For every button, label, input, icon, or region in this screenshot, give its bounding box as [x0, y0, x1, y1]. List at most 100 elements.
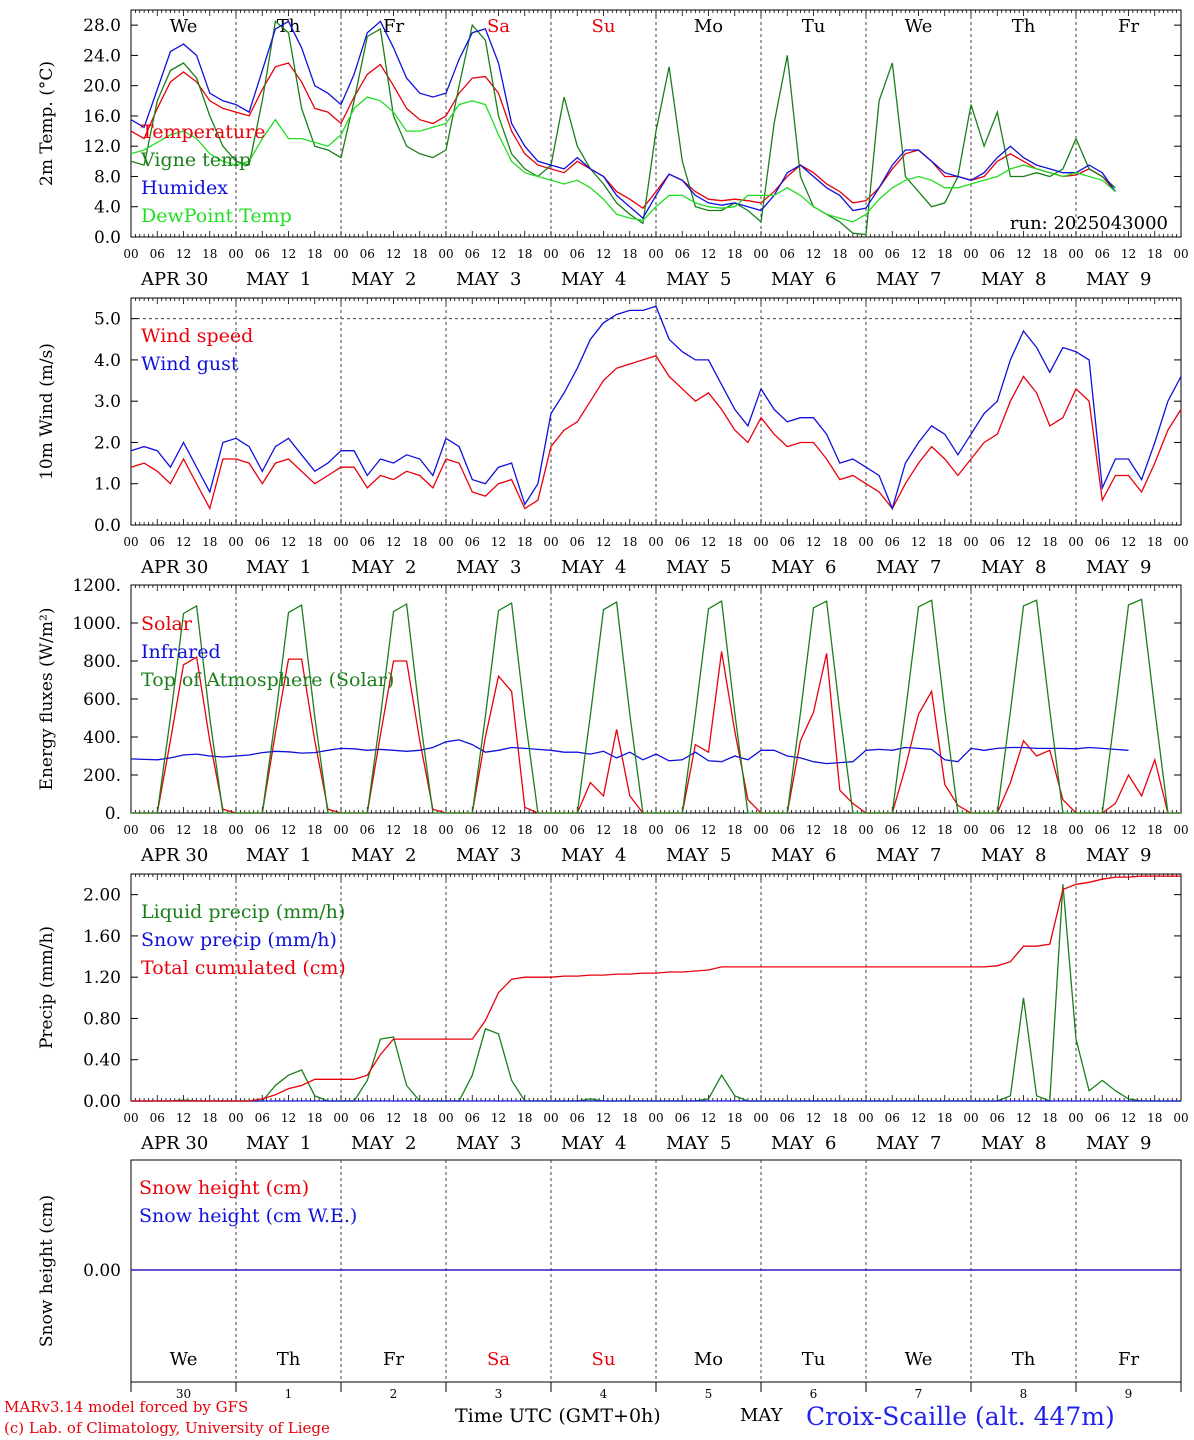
- weekday-label: Mo: [694, 16, 723, 37]
- hour-tick-label: 06: [675, 1111, 690, 1125]
- hour-tick-label: 18: [622, 1111, 637, 1125]
- series-line-humidex: [130, 20, 1116, 220]
- hour-tick-label: 00: [543, 247, 558, 261]
- y-tick-label: 28.0: [83, 16, 121, 36]
- y-tick-label: 600.: [83, 690, 121, 710]
- panel-3: 0. 200. 400. 600. 800. 1000. 1200. Energy fluxe…: [37, 576, 1189, 866]
- legend-wind-speed: Wind speed: [141, 325, 253, 347]
- hour-tick-label: 18: [412, 535, 427, 549]
- date-label: MAY 5: [666, 1133, 731, 1154]
- date-label: MAY 1: [246, 269, 311, 290]
- date-label: MAY 6: [771, 269, 836, 290]
- hour-tick-label: 06: [780, 247, 795, 261]
- hour-tick-label: 18: [622, 823, 637, 837]
- hour-tick-label: 18: [937, 535, 952, 549]
- date-label: APR 30: [140, 557, 208, 578]
- hour-tick-label: 06: [885, 535, 900, 549]
- panel-4: 0.00 0.40 0.80 1.20 1.60 2.00 Precip (mm/h) 00 0…: [37, 873, 1189, 1154]
- hour-tick-label: 00: [858, 1111, 873, 1125]
- legend-snow-precip-mm-h: Snow precip (mm/h): [141, 929, 337, 951]
- day-number-label: 4: [600, 1387, 608, 1401]
- day-number-label: 5: [705, 1387, 713, 1401]
- hour-tick-label: 18: [517, 535, 532, 549]
- hour-tick-label: 06: [885, 247, 900, 261]
- y-axis-title: 10m Wind (m/s): [37, 343, 57, 480]
- series-line-wind-speed: [130, 355, 1182, 511]
- y-tick-label: 2.00: [83, 886, 121, 906]
- y-tick-label: 200.: [83, 766, 121, 786]
- date-label: MAY 4: [561, 269, 626, 290]
- legend-humidex: Humidex: [141, 177, 228, 199]
- weekday-label: Tu: [802, 16, 826, 37]
- hour-tick-label: 18: [832, 823, 847, 837]
- day-number-label: 8: [1020, 1387, 1028, 1401]
- hour-tick-label: 12: [491, 535, 506, 549]
- hour-tick-label: 06: [360, 247, 375, 261]
- hour-tick-label: 00: [438, 247, 453, 261]
- weekday-label: Fr: [383, 16, 404, 37]
- weekday-label: Sa: [487, 1349, 510, 1370]
- date-label: MAY 2: [351, 1133, 416, 1154]
- weekday-label: Sa: [487, 16, 510, 37]
- hour-tick-label: 12: [281, 535, 296, 549]
- hour-tick-label: 18: [832, 247, 847, 261]
- hour-tick-label: 18: [412, 823, 427, 837]
- hour-tick-label: 00: [333, 535, 348, 549]
- legend-top-of-atmosphere-solar: Top of Atmosphere (Solar): [141, 669, 394, 691]
- hour-tick-label: 18: [832, 1111, 847, 1125]
- date-label: MAY 9: [1086, 1133, 1151, 1154]
- hour-tick-label: 00: [753, 823, 768, 837]
- y-tick-label: 0.: [105, 804, 121, 824]
- date-label: MAY 1: [246, 557, 311, 578]
- hour-tick-label: 12: [281, 823, 296, 837]
- y-tick-label: 20.0: [83, 77, 121, 97]
- hour-tick-label: 18: [832, 535, 847, 549]
- hour-tick-label: 12: [176, 823, 191, 837]
- date-label: MAY 4: [561, 845, 626, 866]
- hour-tick-label: 12: [386, 823, 401, 837]
- hour-tick-label: 12: [281, 247, 296, 261]
- series-line-total-cumulated-cm: [131, 875, 1181, 1102]
- hour-tick-label: 06: [780, 1111, 795, 1125]
- weekday-label: Fr: [1118, 1349, 1139, 1370]
- hour-tick-label: 12: [491, 247, 506, 261]
- hour-tick-label: 12: [1016, 823, 1031, 837]
- hour-tick-label: 18: [937, 247, 952, 261]
- hour-tick-label: 18: [1147, 1111, 1162, 1125]
- day-number-label: 7: [915, 1387, 923, 1401]
- station-title: Croix-Scaille (alt. 447m): [806, 1402, 1115, 1431]
- hour-tick-label: 00: [228, 1111, 243, 1125]
- hour-tick-label: 18: [1147, 823, 1162, 837]
- hour-tick-label: 12: [806, 535, 821, 549]
- date-label: APR 30: [140, 269, 208, 290]
- hour-tick-label: 06: [255, 535, 270, 549]
- hour-tick-label: 00: [1173, 1111, 1188, 1125]
- series-line-infrared: [130, 739, 1129, 765]
- hour-tick-label: 06: [1095, 1111, 1110, 1125]
- date-label: MAY 7: [876, 845, 941, 866]
- date-label: MAY 9: [1086, 557, 1151, 578]
- hour-tick-label: 06: [360, 823, 375, 837]
- hour-tick-label: 18: [937, 823, 952, 837]
- hour-tick-label: 12: [386, 535, 401, 549]
- hour-tick-label: 12: [596, 1111, 611, 1125]
- hour-tick-label: 18: [202, 823, 217, 837]
- hour-tick-label: 00: [543, 535, 558, 549]
- y-tick-label: 24.0: [83, 46, 121, 66]
- hour-tick-label: 06: [150, 1111, 165, 1125]
- hour-tick-label: 06: [990, 823, 1005, 837]
- hour-tick-label: 12: [1121, 823, 1136, 837]
- hour-tick-label: 12: [1121, 1111, 1136, 1125]
- hour-tick-label: 06: [675, 535, 690, 549]
- hour-tick-label: 06: [1095, 535, 1110, 549]
- hour-tick-label: 06: [1095, 823, 1110, 837]
- weekday-label: We: [905, 16, 933, 37]
- hour-tick-label: 06: [150, 823, 165, 837]
- series-line-vigne-temp: [130, 20, 1116, 236]
- hour-tick-label: 18: [307, 1111, 322, 1125]
- y-tick-label: 4.0: [94, 198, 121, 218]
- hour-tick-label: 12: [176, 1111, 191, 1125]
- date-label: MAY 2: [351, 557, 416, 578]
- panel-5: 0.00 Snow height (cm) We Th Fr Sa Su Mo Tu We Th Fr…: [37, 1159, 1182, 1401]
